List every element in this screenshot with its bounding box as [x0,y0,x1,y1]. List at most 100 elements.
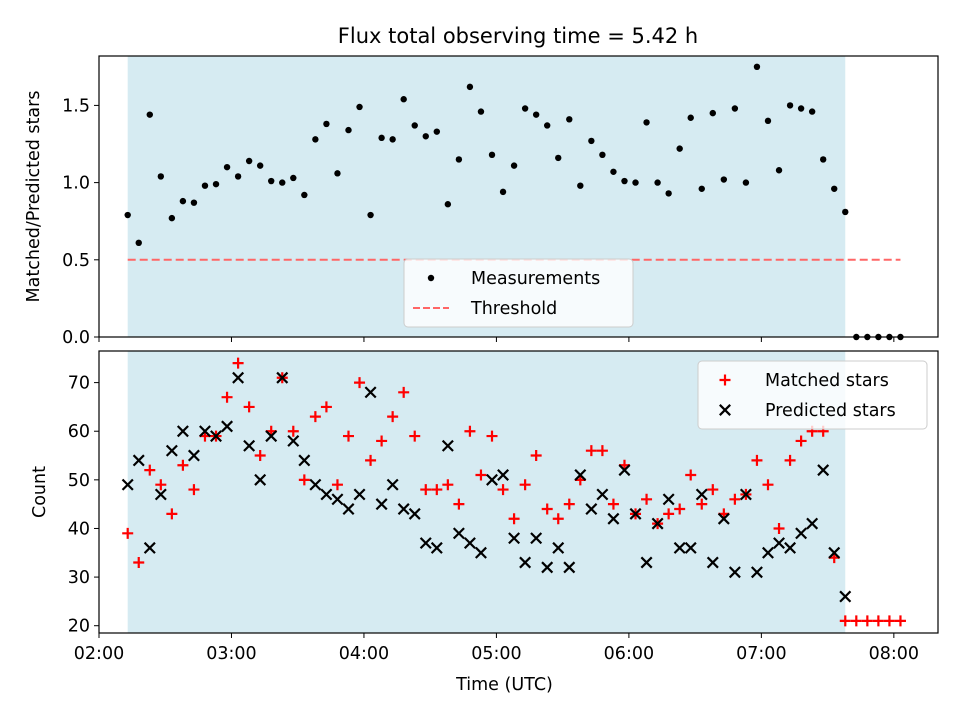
data-point [190,199,198,206]
predicted-marker [574,469,587,481]
predicted-marker [640,556,653,569]
predicted-marker [154,488,167,501]
matched-marker [707,484,719,496]
data-point [676,145,683,152]
matched-marker [387,411,399,423]
data-point [499,188,507,196]
y-tick-label: 0.0 [62,328,90,348]
matched-marker [861,615,873,627]
data-point [256,162,264,169]
matched-marker [166,508,178,520]
y-tick-label: 1.0 [62,174,90,194]
matched-marker [773,522,785,534]
matched-marker [409,430,421,442]
predicted-marker [187,449,200,462]
count-panel: 20 30 40 50 60 70 02:00 03:00 04:00 05:00 06:00 07:… [30,350,939,695]
data-point [367,211,374,219]
predicted-marker [773,537,786,550]
legend-marker [427,274,435,282]
predicted-marker [430,541,443,554]
matched-marker [596,445,608,457]
predicted-marker [463,537,476,550]
matched-marker [486,430,498,442]
data-point [621,177,628,185]
data-point [610,168,617,175]
legend-box [697,360,928,430]
predicted-marker [221,420,234,433]
y-tick-label: 30 [68,568,90,588]
predicted-marker [199,425,211,438]
matched-marker [232,357,244,369]
matched-marker [331,479,343,491]
predicted-marker [243,439,256,452]
predicted-marker [618,464,631,477]
matched-marker [607,498,619,510]
data-point [720,176,728,183]
data-point [886,333,893,341]
predicted-marker [441,439,454,452]
predicted-marker [784,541,797,554]
matched-marker [872,615,884,627]
matched-marker [563,498,575,510]
data-point [819,156,827,163]
predicted-marker [254,473,267,486]
predicted-marker [276,371,289,384]
data-point [698,185,705,192]
y-tick-label: 50 [68,471,90,491]
data-point [897,333,904,341]
data-point [179,197,187,205]
matched-marker [287,425,299,437]
predicted-marker [651,517,664,530]
matched-marker [155,479,167,491]
matched-marker [784,454,796,466]
predicted-marker [541,561,554,574]
y-tick-label: 1.5 [62,96,90,116]
matched-marker [641,493,653,505]
matched-marker [839,615,851,627]
predicted-marker [320,488,333,501]
data-point [753,63,761,71]
predicted-marker [673,541,686,554]
data-point [864,333,871,341]
matched-marker [894,615,906,627]
data-point [268,177,275,185]
data-point [853,333,860,341]
matched-marker [221,391,233,403]
data-point [808,108,816,115]
predicted-marker [662,493,675,506]
data-point [234,173,242,180]
predicted-marker [695,488,708,501]
data-point [201,182,209,189]
predicted-marker [364,386,377,399]
data-point [312,136,319,143]
data-point [422,133,429,140]
predicted-marker [176,425,189,438]
data-point [212,180,220,188]
y-tick-label: 20 [68,617,90,637]
data-point [687,114,694,121]
data-point [378,134,385,142]
matched-marker [133,557,145,568]
legend: Measurements Threshold [403,258,634,328]
data-point [223,163,231,171]
predicted-marker [530,532,543,545]
predicted-marker [143,541,156,554]
matched-marker [144,464,156,476]
data-point [764,117,772,125]
data-point [831,185,838,192]
predicted-marker [806,517,819,530]
data-point [599,151,606,159]
predicted-marker [728,566,741,579]
data-point [577,182,584,189]
matched-marker [751,454,763,466]
matched-marker [243,401,255,413]
y-tick-label: 60 [68,422,90,442]
y-tick-label: 40 [68,519,90,539]
data-point [334,170,341,177]
matched-marker [254,450,266,462]
series-predicted-stars [121,371,852,603]
data-point [146,111,153,118]
data-point [786,102,794,109]
matched-marker [729,493,741,505]
